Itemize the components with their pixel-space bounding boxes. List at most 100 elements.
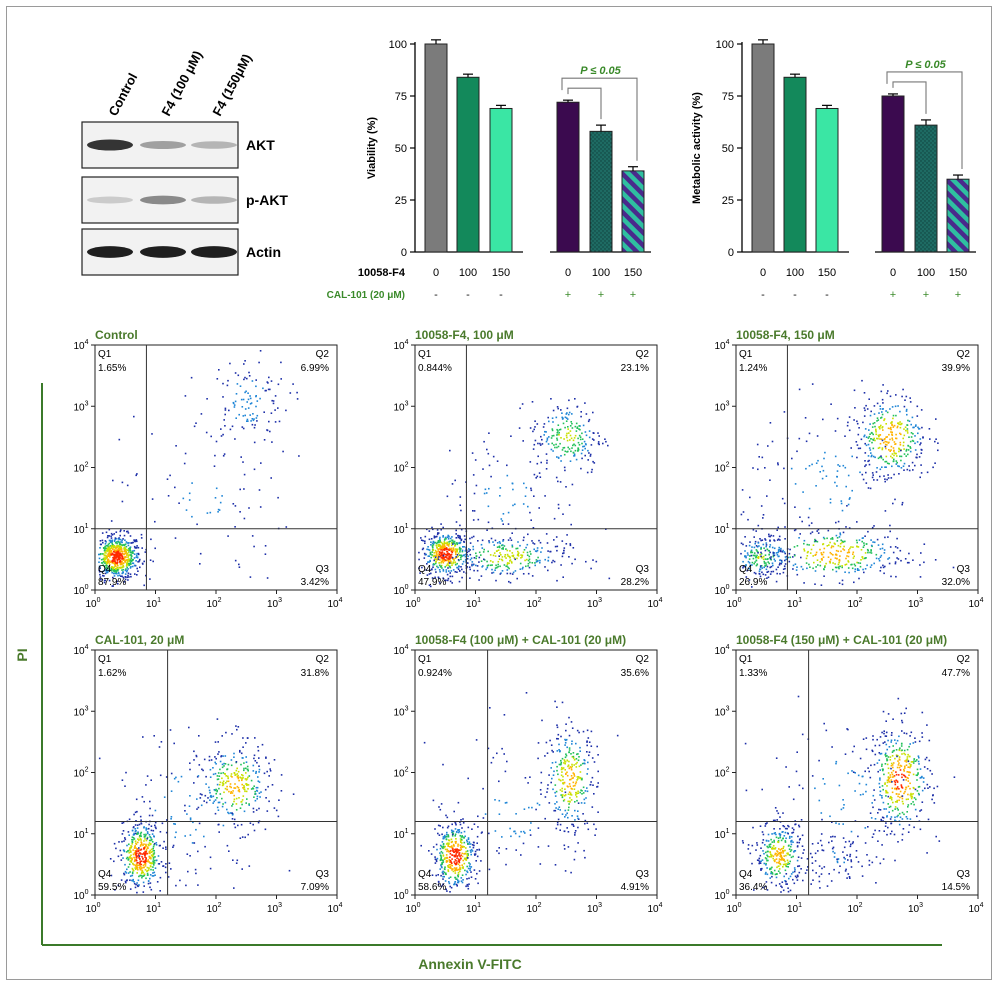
flow-event-dot [245,779,248,781]
flow-event-dot [116,572,118,575]
flow-event-dot [483,492,486,495]
flow-event-dot [150,779,152,781]
flow-event-dot [861,556,864,558]
flow-event-dot [120,541,122,543]
flow-event-dot [129,888,132,890]
flow-event-dot [127,568,129,570]
flow-y-tick-label: 102 [393,462,408,475]
flow-event-dot [539,442,541,445]
flow-event-dot [750,550,752,553]
flow-event-dot [476,872,478,875]
flow-event-dot [109,552,111,555]
flow-event-dot [214,789,217,792]
flow-event-dot [118,438,121,441]
flow-event-dot [145,850,148,852]
flow-y-tick-exponent: 4 [726,339,730,346]
flow-event-dot [432,544,435,546]
flow-event-dot [817,532,820,534]
flow-event-dot [538,472,541,474]
flow-event-dot [434,858,437,860]
flow-event-dot [572,444,574,447]
flow-event-dot [116,563,118,565]
flow-q2-value: 35.6% [621,668,649,679]
flow-event-dot [454,859,457,861]
flow-event-dot [571,483,574,486]
flow-event-dot [452,543,454,545]
flow-event-dot [502,539,505,541]
flow-event-dot [826,537,828,540]
flow-event-dot [244,414,246,417]
flow-event-dot [570,871,572,874]
flow-event-dot [228,409,230,412]
flow-event-dot [124,552,126,555]
flow-event-dot [431,568,433,570]
flow-event-dot [870,552,873,554]
flow-event-dot [246,420,248,422]
flow-event-dot [466,558,469,560]
flow-event-dot [147,860,149,863]
flow-event-dot [528,558,531,561]
flow-event-dot [462,845,464,848]
flow-event-dot [288,869,291,872]
flow-event-dot [470,848,473,851]
flow-event-dot [155,827,157,830]
flow-event-dot [821,553,824,556]
flow-event-dot [191,842,194,844]
flow-event-dot [221,735,223,737]
flow-event-dot [266,429,269,432]
flow-event-dot [419,572,421,574]
flow-event-dot [467,838,470,841]
flow-event-dot [563,759,566,761]
flow-event-dot [568,399,570,402]
flow-event-dot [455,842,457,844]
flow-event-dot [285,526,288,528]
flow-event-dot [257,749,260,752]
flow-event-dot [139,867,141,870]
flow-x-tick-label: 104 [968,597,983,610]
flow-event-dot [544,796,547,798]
flow-event-dot [429,553,432,556]
flow-event-dot [449,853,452,855]
flow-event-dot [765,862,767,865]
flow-event-dot [127,560,129,562]
flow-event-dot [789,548,791,551]
bar-y-tick-label: 100 [389,39,407,51]
flow-event-dot [771,846,774,849]
f4-dose-value: 0 [890,267,896,279]
flow-event-dot [751,862,753,865]
flow-event-dot [139,861,141,863]
flow-event-dot [920,472,923,474]
flow-event-dot [470,557,473,559]
flow-event-dot [215,788,217,791]
flow-event-dot [102,541,104,544]
flow-event-dot [896,455,898,457]
flow-event-dot [578,731,580,734]
flow-event-dot [565,417,568,419]
flow-event-dot [448,549,450,551]
flow-event-dot [509,550,511,552]
flow-event-dot [459,542,461,545]
flow-event-dot [140,537,143,539]
flow-event-dot [536,549,539,552]
flow-event-dot [584,822,586,825]
flow-event-dot [459,868,462,871]
flow-event-dot [829,541,831,544]
flow-event-dot [534,550,537,552]
flow-event-dot [910,432,913,434]
flow-event-dot [585,413,588,415]
flow-event-dot [139,862,141,865]
flow-event-dot [491,572,493,574]
flow-event-dot [561,766,563,769]
flow-event-dot [890,431,892,433]
flow-event-dot [935,418,937,420]
flow-event-dot [269,388,271,391]
flow-event-dot [871,526,874,529]
flow-event-dot [253,441,256,444]
flow-event-dot [447,869,449,871]
flow-event-dot [122,558,125,560]
flow-event-dot [118,542,121,544]
flow-event-dot [450,849,452,852]
flow-event-dot [577,810,579,812]
flow-event-dot [448,851,450,853]
flow-event-dot [577,759,580,762]
